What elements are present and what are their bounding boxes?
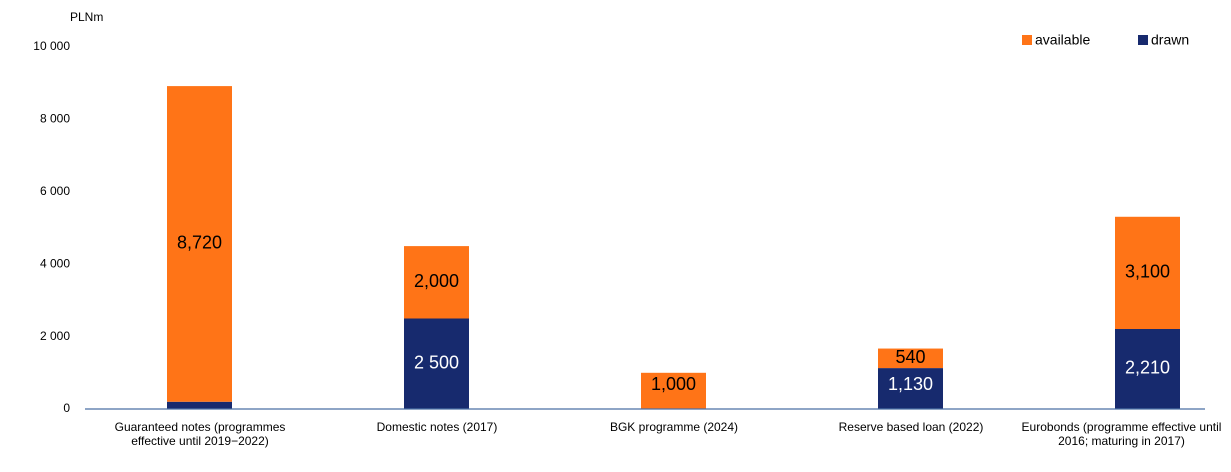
data-label: 2,210 (1125, 358, 1170, 378)
y-tick-label: 4 000 (40, 256, 70, 270)
data-label: 2 500 (414, 353, 459, 373)
legend-label: available (1035, 32, 1090, 48)
x-tick-label: BGK programme (2024) (609, 420, 739, 434)
y-tick-label: 0 (63, 401, 70, 415)
data-label: 1,130 (888, 374, 933, 394)
data-label: 540 (895, 347, 925, 367)
bar-segment (404, 246, 469, 319)
data-label: 8,720 (177, 233, 222, 253)
bar-segment (878, 368, 943, 409)
bar-segment (404, 318, 469, 409)
legend-swatch (1138, 35, 1148, 45)
data-label: 1,000 (651, 374, 696, 394)
bar-segment (1115, 328, 1180, 409)
y-tick-label: 6 000 (40, 184, 70, 198)
bar-segment (167, 401, 232, 409)
x-tick-label: Domestic notes (2017) (376, 420, 498, 434)
data-label: 3,100 (1125, 262, 1170, 282)
bar-segment (1115, 216, 1180, 329)
data-label: 2,000 (414, 271, 459, 291)
y-tick-label: 8 000 (40, 112, 70, 126)
bar-segment (167, 86, 232, 402)
x-tick-label: Reserve based loan (2022) (838, 420, 984, 434)
bar-segment (641, 372, 706, 409)
x-tick-label: Guaranteed notes (programmes effective u… (114, 420, 286, 448)
legend-label: drawn (1151, 32, 1189, 48)
bar-segment (878, 348, 943, 369)
unit-label: PLNm (70, 10, 103, 24)
y-tick-label: 10 000 (33, 39, 70, 53)
legend-swatch (1022, 35, 1032, 45)
y-tick-label: 2 000 (40, 329, 70, 343)
x-tick-label: Eurobonds (programme effective until 201… (1021, 420, 1222, 448)
